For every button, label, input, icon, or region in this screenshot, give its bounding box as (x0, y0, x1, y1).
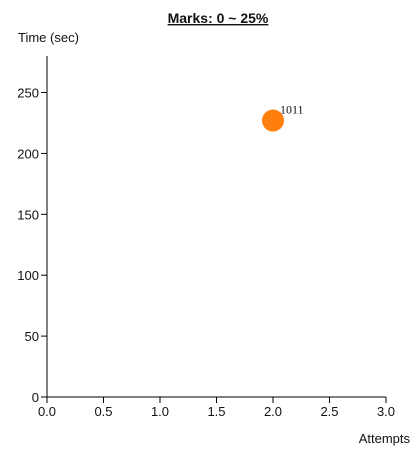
x-tick-label: 1.0 (151, 404, 169, 419)
x-tick-label: 2.0 (264, 404, 282, 419)
x-axis-ticks: 0.0 0.5 1.0 1.5 2.0 2.5 3.0 (38, 397, 395, 419)
data-point[interactable] (262, 109, 284, 132)
x-tick-label: 3.0 (377, 404, 395, 419)
data-point-label: 1011 (280, 103, 304, 117)
x-tick-label: 2.5 (320, 404, 338, 419)
x-tick-label: 0.0 (38, 404, 56, 419)
y-tick-label: 0 (32, 390, 39, 405)
y-tick-label: 150 (17, 207, 39, 222)
y-tick-label: 250 (17, 86, 39, 101)
x-axis-label: Attempts (359, 431, 411, 446)
y-axis-label: Time (sec) (18, 30, 79, 45)
x-tick-label: 0.5 (94, 404, 112, 419)
y-tick-label: 200 (17, 146, 39, 161)
y-tick-label: 50 (25, 329, 39, 344)
y-tick-label: 100 (17, 268, 39, 283)
chart-title: Marks: 0 ~ 25% (168, 10, 269, 26)
x-tick-label: 1.5 (207, 404, 225, 419)
y-axis-ticks: 0 50 100 150 200 250 (17, 86, 47, 405)
data-points: 1011 (262, 103, 304, 132)
